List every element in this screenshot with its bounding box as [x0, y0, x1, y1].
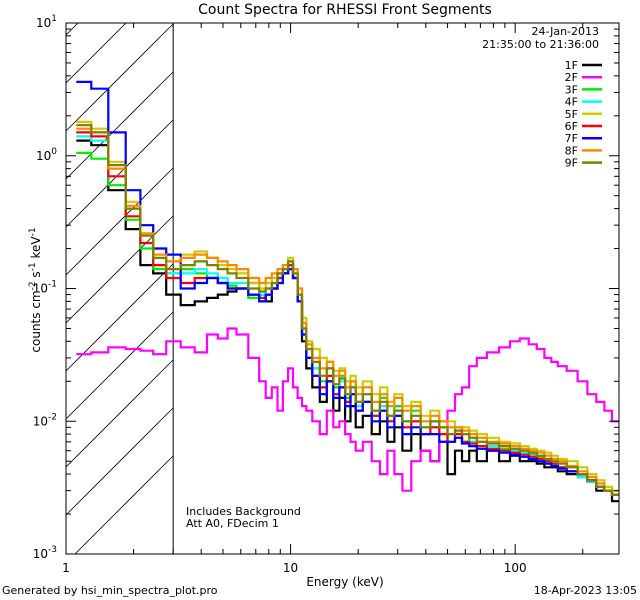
hatch-line — [66, 359, 174, 468]
y-tick-label: 10-1 — [33, 280, 57, 296]
timestamp: 18-Apr-2023 13:05 — [534, 584, 637, 597]
series-line-4F — [76, 135, 619, 496]
hatch-line — [66, 407, 174, 516]
series-line-9F — [76, 124, 619, 496]
legend-label-5F: 5F — [565, 108, 578, 121]
x-axis-ticks: 1 10 100 — [62, 23, 584, 575]
hatch-line — [66, 119, 174, 228]
series-line-1F — [76, 139, 619, 503]
annotation-background: Includes Background — [186, 505, 301, 518]
time-range: 21:35:00 to 21:36:00 — [482, 38, 599, 51]
series-line-6F — [76, 131, 619, 496]
legend-label-8F: 8F — [565, 144, 578, 157]
hatch-line — [66, 23, 174, 132]
series-layer — [76, 80, 619, 503]
x-tick-label: 100 — [504, 561, 527, 575]
y-axis-ticks: 10-3 10-2 10-1 100 101 — [33, 14, 619, 561]
legend-label-7F: 7F — [565, 132, 578, 145]
hatch-line — [66, 311, 174, 420]
series-line-7F — [76, 80, 619, 496]
series-line-5F — [76, 120, 619, 492]
y-tick-label: 10-3 — [33, 545, 57, 561]
hatched-region — [66, 23, 174, 554]
observation-date: 24-Jan-2013 — [532, 25, 600, 38]
hatch-line — [66, 71, 174, 180]
hatch-line — [66, 215, 174, 324]
hatch-line — [74, 455, 174, 554]
annotation-attenuator: Att A0, FDecim 1 — [186, 517, 279, 530]
y-tick-label: 100 — [36, 147, 57, 163]
y-tick-label: 10-2 — [33, 412, 57, 428]
x-tick-label: 10 — [283, 561, 298, 575]
series-line-3F — [76, 151, 619, 496]
series-line-2F — [76, 327, 619, 492]
series-line-8F — [76, 127, 619, 496]
legend-label-2F: 2F — [565, 71, 578, 84]
legend-label-4F: 4F — [565, 96, 578, 109]
chart-title: Count Spectra for RHESSI Front Segments — [198, 2, 492, 18]
legend-label-9F: 9F — [565, 157, 578, 170]
y-axis-label: counts cm-2 s-1 keV-1 — [28, 227, 43, 352]
legend-label-3F: 3F — [565, 83, 578, 96]
generated-by: Generated by hsi_min_spectra_plot.pro — [2, 584, 218, 597]
y-tick-label: 101 — [36, 14, 57, 30]
legend-label-6F: 6F — [565, 120, 578, 133]
x-tick-label: 1 — [62, 561, 70, 575]
legend-label-1F: 1F — [565, 59, 578, 72]
hatch-line — [66, 167, 174, 276]
x-axis-label: Energy (keV) — [306, 575, 383, 589]
hatch-line — [66, 23, 127, 84]
